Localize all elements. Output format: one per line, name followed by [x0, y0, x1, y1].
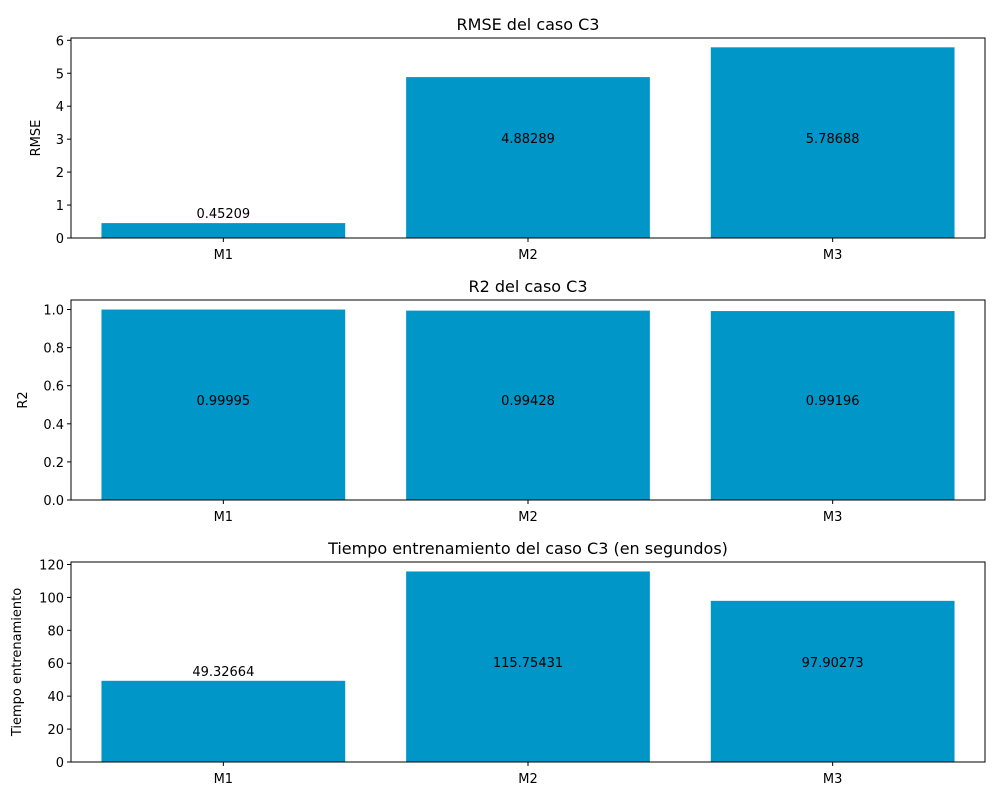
y-tick-label: 100 — [39, 591, 64, 606]
value-label-m2: 0.99428 — [501, 394, 555, 409]
y-tick-label: 60 — [47, 657, 64, 672]
y-tick-label: 120 — [39, 558, 64, 573]
x-tick-label-m2: M2 — [518, 510, 538, 525]
value-label-m2: 115.75431 — [493, 656, 563, 671]
axes-frame — [70, 299, 986, 501]
axes-frame — [70, 37, 986, 239]
value-label-m2: 4.88289 — [501, 132, 555, 147]
y-tick-label: 6 — [56, 34, 64, 49]
x-tick-label-m1: M1 — [214, 510, 234, 525]
y-tick-label: 40 — [47, 690, 64, 705]
y-tick-label: 20 — [47, 723, 64, 738]
y-tick-label: 0.8 — [43, 342, 64, 357]
chart-title: RMSE del caso C3 — [457, 15, 600, 34]
bar-m2 — [406, 77, 650, 238]
y-tick-label: 2 — [56, 166, 64, 181]
y-axis-label: R2 — [16, 391, 31, 408]
bar-m1 — [101, 680, 346, 762]
bar-m3 — [710, 47, 955, 238]
bar-m1 — [101, 223, 346, 238]
y-tick-label: 3 — [56, 133, 64, 148]
y-axis-label: Tiempo entrenamiento — [10, 588, 25, 737]
bar-m3 — [710, 311, 955, 500]
x-tick-label-m2: M2 — [518, 772, 538, 787]
axes-frame — [70, 561, 986, 763]
value-label-m1: 49.32664 — [192, 665, 254, 680]
y-tick-label: 0.4 — [43, 418, 64, 433]
y-tick-label: 1.0 — [43, 304, 64, 319]
y-tick-label: 0.0 — [43, 494, 64, 509]
value-label-m3: 0.99196 — [806, 394, 860, 409]
y-tick-label: 0.2 — [43, 456, 64, 471]
x-tick-label-m3: M3 — [823, 510, 843, 525]
bar-m2 — [406, 571, 650, 762]
x-tick-label-m3: M3 — [823, 248, 843, 263]
y-tick-label: 5 — [56, 67, 64, 82]
bar-m2 — [406, 310, 650, 500]
y-tick-label: 0 — [56, 232, 64, 247]
y-tick-label: 1 — [56, 199, 64, 214]
chart-title: R2 del caso C3 — [468, 277, 587, 296]
value-label-m1: 0.99995 — [196, 394, 250, 409]
value-label-m3: 5.78688 — [806, 132, 860, 147]
y-tick-label: 4 — [56, 100, 64, 115]
y-tick-label: 0.6 — [43, 380, 64, 395]
chart-title: Tiempo entrenamiento del caso C3 (en seg… — [327, 539, 728, 558]
value-label-m3: 97.90273 — [802, 656, 864, 671]
x-tick-label-m3: M3 — [823, 772, 843, 787]
x-tick-label-m1: M1 — [214, 248, 234, 263]
x-tick-label-m1: M1 — [214, 772, 234, 787]
y-tick-label: 0 — [56, 756, 64, 771]
bar-m3 — [710, 600, 955, 762]
y-tick-label: 80 — [47, 624, 64, 639]
x-tick-label-m2: M2 — [518, 248, 538, 263]
bar-m1 — [101, 309, 346, 500]
value-label-m1: 0.45209 — [196, 207, 250, 222]
y-axis-label: RMSE — [29, 120, 44, 157]
